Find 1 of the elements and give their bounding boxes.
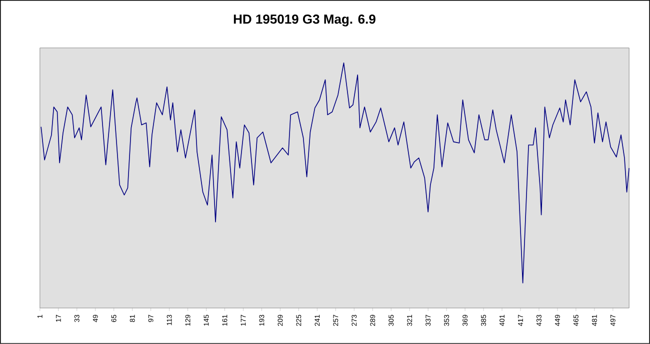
chart-title: HD 195019 G3 Mag. 6.9 <box>234 14 376 26</box>
